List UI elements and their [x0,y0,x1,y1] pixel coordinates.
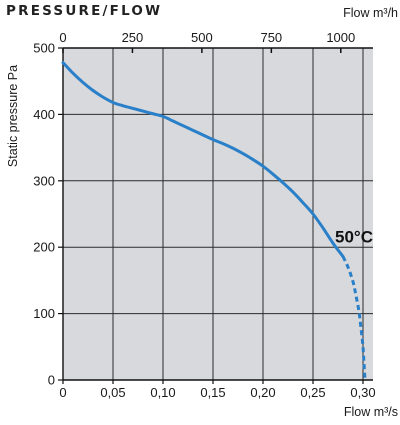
series-line [61,61,345,258]
y-tick-label: 0 [48,373,55,388]
y-tick-label: 100 [33,306,55,321]
x-tick-label: 0,30 [350,385,375,400]
x-tick-label: 0,25 [300,385,325,400]
y-tick-label: 200 [33,240,55,255]
x2-tick-label: 750 [260,30,282,45]
y-tick-label: 500 [33,41,55,56]
curve-annotation: 50°C [335,228,373,247]
x-axis-label: Flow m³/s [344,405,398,419]
plot-background [63,48,373,380]
x-tick-label: 0,05 [100,385,125,400]
x-tick-label: 0 [59,385,66,400]
y-tick-label: 300 [33,173,55,188]
chart-title: PRESSURE/FLOW [6,3,162,19]
y-tick-label: 400 [33,107,55,122]
series-line-dashed [341,255,367,381]
x2-axis-label: Flow m³/h [343,6,398,20]
y-axis-label: Static pressure Pa [6,65,20,167]
x-tick-label: 0,20 [250,385,275,400]
x-tick-label: 0,10 [150,385,175,400]
x2-tick-label: 0 [59,30,66,45]
x2-tick-label: 250 [122,30,144,45]
x-tick-label: 0,15 [200,385,225,400]
plot-area: 0 100 200 300 400 500 0 0,05 0,10 0,15 0,20 0,25 0,3… [33,30,375,400]
x2-tick-label: 1000 [326,30,355,45]
x2-tick-label: 500 [191,30,213,45]
